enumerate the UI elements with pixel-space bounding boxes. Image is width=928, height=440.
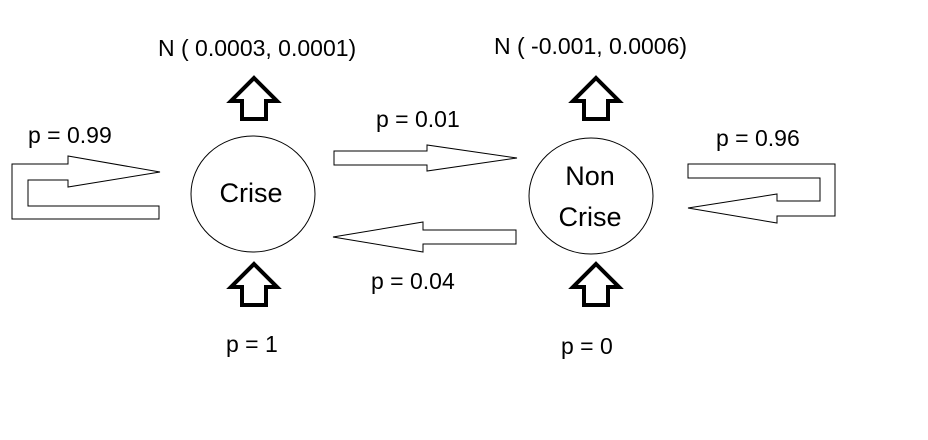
emission-label-non-crise: N ( -0.001, 0.0006): [494, 33, 687, 59]
initial-arrow-crise: [226, 261, 282, 307]
state-crise: [190, 135, 316, 253]
emission-arrow-non-crise: [568, 75, 624, 121]
state-non-crise-label-line2: Crise: [558, 202, 621, 232]
transition-arrow-crise-to-non-crise: [333, 144, 518, 172]
transition-label-non-crise-to-crise: p = 0.04: [371, 268, 455, 294]
state-non-crise: [528, 137, 654, 255]
transition-label-crise-to-non-crise: p = 0.01: [376, 106, 460, 132]
state-crise-label: Crise: [219, 178, 282, 208]
initial-label-non-crise: p = 0: [561, 333, 613, 359]
initial-arrow-non-crise: [568, 261, 624, 307]
self-loop-label-crise: p = 0.99: [28, 122, 112, 148]
self-loop-non-crise: [687, 163, 836, 224]
emission-label-crise: N ( 0.0003, 0.0001): [158, 35, 356, 61]
transition-arrow-non-crise-to-crise: [332, 221, 517, 253]
self-loop-crise: [11, 155, 161, 220]
emission-arrow-crise: [226, 75, 282, 121]
initial-label-crise: p = 1: [226, 331, 278, 357]
state-non-crise-label-line1: Non: [565, 161, 615, 191]
self-loop-label-non-crise: p = 0.96: [716, 125, 800, 151]
